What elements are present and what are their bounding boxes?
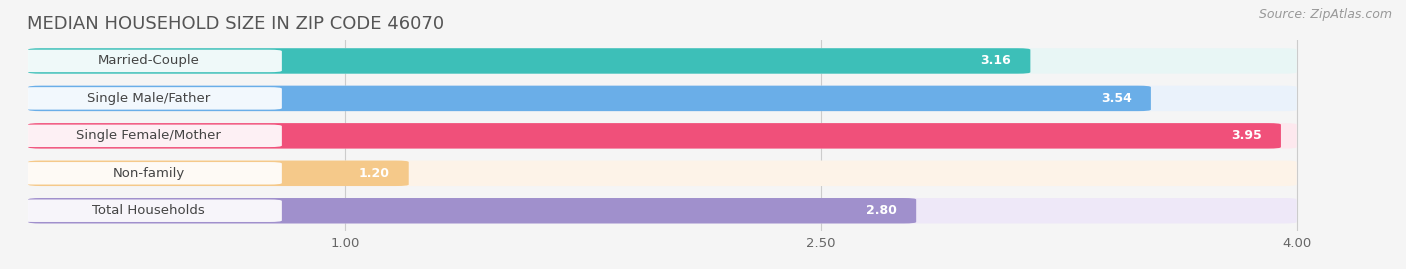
Text: 3.95: 3.95 bbox=[1232, 129, 1263, 142]
FancyBboxPatch shape bbox=[28, 86, 1296, 111]
FancyBboxPatch shape bbox=[21, 162, 281, 185]
Text: Non-family: Non-family bbox=[112, 167, 184, 180]
Text: Single Female/Mother: Single Female/Mother bbox=[76, 129, 221, 142]
Text: MEDIAN HOUSEHOLD SIZE IN ZIP CODE 46070: MEDIAN HOUSEHOLD SIZE IN ZIP CODE 46070 bbox=[27, 15, 444, 33]
FancyBboxPatch shape bbox=[21, 200, 281, 222]
FancyBboxPatch shape bbox=[28, 198, 917, 224]
Text: 2.80: 2.80 bbox=[866, 204, 897, 217]
FancyBboxPatch shape bbox=[28, 48, 1031, 74]
Text: Single Male/Father: Single Male/Father bbox=[87, 92, 211, 105]
FancyBboxPatch shape bbox=[28, 86, 1152, 111]
Text: 3.54: 3.54 bbox=[1101, 92, 1132, 105]
FancyBboxPatch shape bbox=[28, 161, 409, 186]
Text: 1.20: 1.20 bbox=[359, 167, 389, 180]
FancyBboxPatch shape bbox=[21, 50, 281, 72]
FancyBboxPatch shape bbox=[21, 87, 281, 110]
FancyBboxPatch shape bbox=[28, 123, 1296, 148]
Text: Source: ZipAtlas.com: Source: ZipAtlas.com bbox=[1258, 8, 1392, 21]
FancyBboxPatch shape bbox=[21, 125, 281, 147]
Text: Married-Couple: Married-Couple bbox=[97, 54, 200, 68]
FancyBboxPatch shape bbox=[28, 161, 1296, 186]
FancyBboxPatch shape bbox=[28, 198, 1296, 224]
Text: 3.16: 3.16 bbox=[980, 54, 1011, 68]
Text: Total Households: Total Households bbox=[93, 204, 205, 217]
FancyBboxPatch shape bbox=[28, 48, 1296, 74]
FancyBboxPatch shape bbox=[28, 123, 1281, 148]
